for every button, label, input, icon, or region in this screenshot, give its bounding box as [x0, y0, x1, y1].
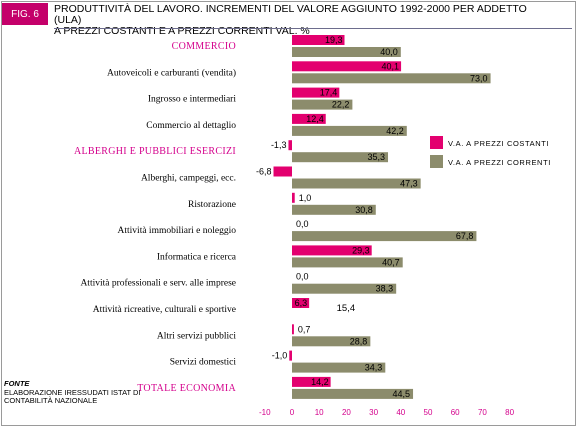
- data-label-current: 44,5: [393, 389, 411, 399]
- bar-current: [292, 257, 403, 268]
- bar-constant: [292, 245, 372, 256]
- data-label-constant: 12,4: [306, 114, 324, 124]
- data-label-constant: 14,2: [311, 377, 329, 387]
- category-label: Commercio al dettaglio: [146, 121, 236, 131]
- bar-current: [292, 388, 414, 399]
- data-label-constant: 0,7: [298, 324, 311, 334]
- bar-constant: [292, 298, 310, 308]
- x-tick-label: 50: [424, 408, 433, 417]
- x-tick-label: 40: [396, 408, 405, 417]
- category-label: Servizi domestici: [170, 358, 237, 368]
- data-label-current: 15,4: [337, 303, 356, 314]
- data-label-constant: -1,3: [271, 140, 287, 150]
- bar-current: [292, 336, 371, 347]
- data-label-current: 73,0: [470, 73, 488, 83]
- data-label-current: 42,2: [386, 126, 404, 136]
- data-label-constant: 6,3: [295, 298, 308, 308]
- data-label-current: 67,8: [456, 231, 474, 241]
- category-label: Autoveicoli e carburanti (vendita): [107, 67, 236, 78]
- data-label-current: 30,8: [355, 205, 373, 215]
- data-label-current: 40,7: [382, 257, 400, 267]
- category-label: TOTALE ECONOMIA: [137, 383, 236, 394]
- bar-current: [292, 152, 389, 163]
- legend-label-constant: V.A. A PREZZI COSTANTI: [448, 139, 549, 148]
- data-label-current: 22,2: [332, 100, 350, 110]
- data-label-current: 40,0: [380, 47, 398, 57]
- x-tick-label: 30: [369, 408, 378, 417]
- category-label: Ristorazione: [188, 200, 236, 210]
- bar-constant: [292, 324, 294, 335]
- x-tick-label: 80: [505, 408, 514, 417]
- data-label-constant: 29,3: [352, 245, 370, 255]
- legend-swatch-current: [430, 155, 443, 168]
- data-label-current: 35,3: [367, 152, 385, 162]
- data-label-constant: 0,0: [296, 219, 309, 229]
- bar-constant: [292, 87, 340, 98]
- bar-constant: [292, 35, 345, 45]
- bar-constant: [292, 61, 402, 72]
- bar-constant: [289, 350, 292, 361]
- bar-current: [292, 99, 353, 110]
- data-label-constant: 17,4: [320, 88, 338, 98]
- x-tick-label: -10: [259, 408, 271, 417]
- category-label: Attività ricreative, culturali e sportiv…: [93, 305, 236, 315]
- data-label-current: 38,3: [376, 284, 394, 294]
- bar-current: [292, 362, 386, 373]
- figure-tag: FIG. 6: [2, 3, 48, 25]
- category-label: Informatica e ricerca: [157, 251, 237, 262]
- data-label-constant: 40,1: [382, 61, 400, 71]
- x-tick-label: 60: [451, 408, 460, 417]
- bar-constant: [292, 113, 326, 124]
- category-label: Ingrosso e intermediari: [148, 95, 236, 105]
- bar-current: [292, 283, 397, 294]
- x-tick-label: 20: [342, 408, 351, 417]
- source-head: FONTE: [4, 379, 30, 388]
- data-label-constant: 1,0: [299, 193, 312, 203]
- title-rule: [54, 28, 572, 29]
- source-text: ELABORAZIONE IRESSUDATI ISTAT DI CONTABI…: [4, 387, 141, 405]
- chart-title-line1: PRODUTTIVITÀ DEL LAVORO. INCREMENTI DEL …: [54, 3, 527, 26]
- bar-constant: [292, 192, 295, 203]
- data-label-constant: 0,0: [296, 272, 309, 282]
- data-label-current: 28,8: [350, 336, 368, 346]
- category-label: Attività immobiliari e noleggio: [118, 226, 237, 236]
- bar-current: [292, 125, 407, 136]
- category-label: Alberghi, campeggi, ecc.: [141, 174, 236, 184]
- bar-constant: [288, 140, 292, 151]
- legend-swatch-constant: [430, 136, 443, 149]
- x-tick-label: 10: [315, 408, 324, 417]
- x-tick-label: 0: [290, 408, 295, 417]
- bar-current: [292, 231, 477, 242]
- source-note: FONTE ELABORAZIONE IRESSUDATI ISTAT DI C…: [4, 379, 144, 406]
- legend-label-current: V.A. A PREZZI CORRENTI: [448, 158, 551, 167]
- chart-title: PRODUTTIVITÀ DEL LAVORO. INCREMENTI DEL …: [54, 4, 554, 37]
- bar-current: [292, 73, 491, 84]
- category-label: Attività professionali e serv. alle impr…: [80, 278, 236, 289]
- data-label-current: 34,3: [365, 363, 383, 373]
- chart-title-line2: A PREZZI COSTANTI E A PREZZI CORRENTI VA…: [54, 25, 310, 37]
- bar-constant: [273, 166, 292, 177]
- category-label: ALBERGHI E PUBBLICI ESERCIZI: [74, 146, 236, 157]
- x-tick-label: 70: [478, 408, 487, 417]
- bar-current: [292, 204, 376, 215]
- bar-constant: [292, 376, 331, 387]
- data-label-current: 47,3: [400, 179, 418, 189]
- data-label-constant: 19,3: [325, 35, 343, 45]
- data-label-constant: -6,8: [256, 167, 272, 177]
- category-label: COMMERCIO: [172, 41, 236, 52]
- bar-current: [292, 178, 421, 189]
- bar-current: [292, 47, 401, 57]
- data-label-constant: -1,0: [272, 351, 288, 361]
- category-label: Altri servizi pubblici: [157, 331, 237, 341]
